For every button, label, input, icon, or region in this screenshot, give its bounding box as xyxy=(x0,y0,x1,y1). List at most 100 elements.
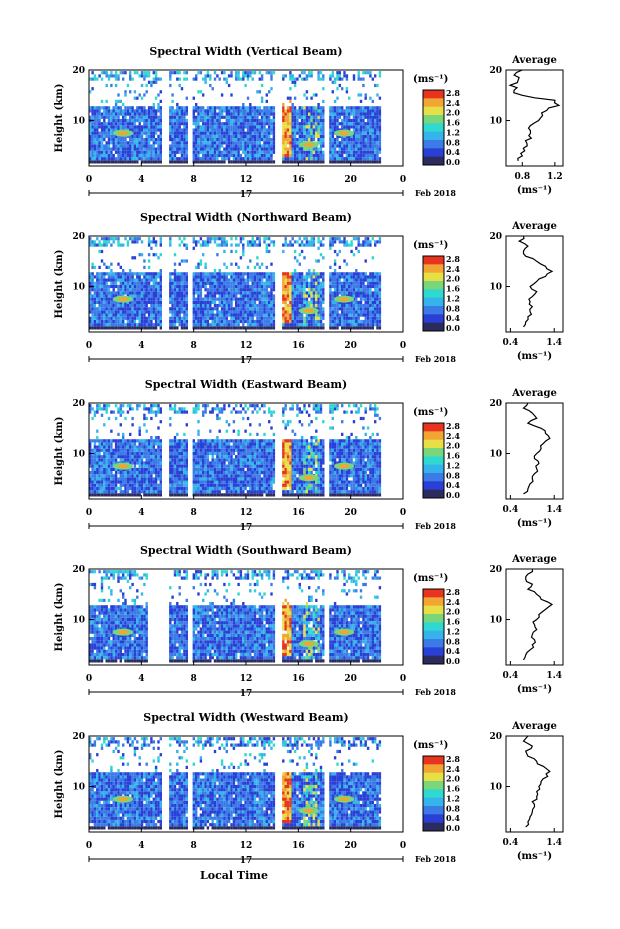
heatmap-cell xyxy=(333,323,337,327)
heatmap-cell xyxy=(218,313,221,317)
heatmap-cell xyxy=(350,284,353,289)
heatmap-cell xyxy=(253,109,257,113)
heatmap-cell xyxy=(117,74,120,78)
heatmap-cell xyxy=(300,316,304,320)
heatmap-cell xyxy=(249,150,252,154)
heatmap-cell xyxy=(133,300,137,304)
heatmap-cell xyxy=(296,138,299,142)
heatmap-cell xyxy=(227,134,231,138)
heatmap-cell xyxy=(237,284,240,289)
heatmap-cell xyxy=(338,83,341,88)
heatmap-cell xyxy=(103,240,106,244)
heatmap-cell xyxy=(291,103,294,107)
heatmap-cell xyxy=(96,115,99,119)
heatmap-cell xyxy=(195,103,198,107)
heatmap-cell xyxy=(154,253,158,257)
heatmap-cell xyxy=(364,240,367,244)
heatmap-cell xyxy=(310,153,313,158)
heatmap-cell xyxy=(93,240,97,244)
heatmap-cell xyxy=(251,319,254,324)
heatmap-cell xyxy=(147,157,151,161)
panel-2: Spectral Width (Eastward Beam)0 4 8 12 16 20 0… xyxy=(54,378,564,533)
heatmap-cell xyxy=(171,304,174,308)
heatmap-cell xyxy=(237,118,240,123)
heatmap-cell xyxy=(110,281,113,285)
heatmap-cell xyxy=(124,490,127,494)
heatmap-cell xyxy=(364,243,367,247)
heatmap-cell xyxy=(284,486,287,491)
heatmap-cell xyxy=(150,150,153,154)
heatmap-cell xyxy=(107,74,111,78)
heatmap-cell xyxy=(195,281,198,285)
heatmap-cell xyxy=(119,71,122,75)
heatmap-cell xyxy=(305,147,309,151)
heatmap-cell xyxy=(345,323,349,327)
heatmap-cell xyxy=(202,284,205,289)
heatmap-cell xyxy=(348,112,351,116)
heatmap-cell xyxy=(242,237,245,241)
heatmap-cell xyxy=(199,112,203,116)
heatmap-cell xyxy=(300,284,304,289)
heatmap-cell xyxy=(140,288,144,292)
heatmap-cell xyxy=(178,150,181,154)
heatmap-cell xyxy=(249,316,252,320)
heatmap-cell xyxy=(343,157,346,161)
heatmap-cell xyxy=(303,134,306,138)
heatmap-cell xyxy=(110,150,113,154)
hot-spot xyxy=(303,142,314,147)
heatmap-cell xyxy=(312,109,316,113)
heatmap-cell xyxy=(256,281,259,285)
heatmap-cell xyxy=(197,157,200,161)
heatmap-cell xyxy=(256,243,259,247)
heatmap-cell xyxy=(110,300,113,304)
heatmap-cell xyxy=(152,77,155,81)
heatmap-cell xyxy=(378,131,382,135)
heatmap-cell xyxy=(225,125,228,129)
heatmap-cell xyxy=(131,256,134,260)
heatmap-cell xyxy=(235,284,238,289)
heatmap-cell xyxy=(251,304,254,308)
heatmap-cell xyxy=(145,160,148,164)
heatmap-cell xyxy=(103,316,106,320)
heatmap-cell xyxy=(296,259,299,263)
heatmap-cell xyxy=(253,122,257,126)
heatmap-cell xyxy=(352,109,356,113)
heatmap-cell xyxy=(310,125,313,129)
heatmap-cell xyxy=(126,272,130,276)
heatmap-cell xyxy=(345,243,349,247)
heatmap-cell xyxy=(98,134,101,138)
heatmap-cell xyxy=(312,115,316,119)
heatmap-cell xyxy=(89,304,92,308)
heatmap-cell xyxy=(211,288,214,292)
heatmap-cell xyxy=(237,128,240,132)
heatmap-cell xyxy=(96,112,99,116)
heatmap-cell xyxy=(251,281,254,285)
heatmap-cell xyxy=(211,144,214,148)
heatmap-cell xyxy=(147,122,151,126)
heatmap-cell xyxy=(348,150,351,154)
heatmap-cell xyxy=(303,493,306,497)
heatmap-cell xyxy=(117,275,120,279)
heatmap-cell xyxy=(251,131,254,135)
heatmap-cell xyxy=(114,493,118,497)
heatmap-cell xyxy=(357,141,360,145)
colorbar-tick-label: 2.8 xyxy=(446,254,460,264)
heatmap-cell xyxy=(282,160,285,164)
heatmap-cell xyxy=(176,307,179,311)
heatmap-cell xyxy=(312,243,316,247)
heatmap-cell xyxy=(293,77,297,81)
heatmap-cell xyxy=(341,144,344,148)
heatmap-cell xyxy=(138,115,141,119)
heatmap-cell xyxy=(117,153,120,158)
heatmap-cell xyxy=(225,128,228,132)
heatmap-cell xyxy=(98,109,101,113)
heatmap-cell xyxy=(223,131,226,135)
heatmap-cell xyxy=(256,307,259,311)
heatmap-cell xyxy=(202,141,205,145)
heatmap-cell xyxy=(371,304,374,308)
heatmap-cell xyxy=(218,147,221,151)
heatmap-cell xyxy=(329,246,332,250)
panel-title: Spectral Width (Vertical Beam) xyxy=(149,45,342,58)
heatmap-cell xyxy=(216,128,219,132)
heatmap-cell xyxy=(315,109,318,113)
